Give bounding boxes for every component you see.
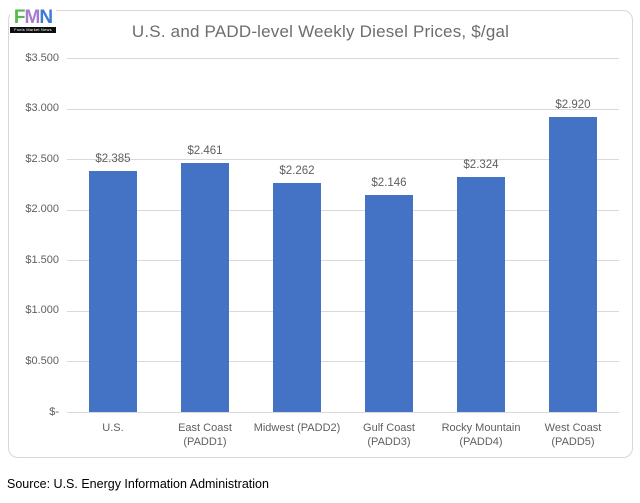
y-axis-tick-label: $- <box>49 405 59 418</box>
y-axis-tick-label: $1.000 <box>25 304 59 317</box>
bar-value-label: $2.324 <box>463 158 499 171</box>
y-axis-tick-label: $2.500 <box>25 152 59 165</box>
y-axis-tick-label: $3.000 <box>25 102 59 115</box>
x-axis-category-label: Rocky Mountain (PADD4) <box>441 422 521 448</box>
gridline <box>67 108 619 110</box>
x-axis-category-label: Midwest (PADD2) <box>253 422 341 434</box>
x-axis-category-label: East Coast (PADD1) <box>178 422 232 448</box>
gridline <box>67 412 619 413</box>
bar-value-label: $2.262 <box>279 165 315 178</box>
gridline <box>67 361 619 363</box>
logo-letter-m: M <box>24 7 41 28</box>
gridline <box>67 260 619 262</box>
gridline <box>67 310 619 312</box>
bar-3 <box>273 183 321 412</box>
bar-value-label: $2.920 <box>555 98 591 111</box>
bar-value-label: $2.461 <box>187 145 223 158</box>
bar-4 <box>365 194 413 412</box>
x-axis-category-label: Gulf Coast (PADD3) <box>363 422 415 448</box>
logo-letter-n: N <box>39 7 53 28</box>
y-axis-tick-label: $3.500 <box>25 51 59 64</box>
chart-frame: U.S. and PADD-level Weekly Diesel Prices… <box>8 10 633 458</box>
bar-1 <box>89 170 137 412</box>
gridline <box>67 209 619 211</box>
bar-value-label: $2.146 <box>371 176 407 189</box>
plot-area: $2.385 U.S. $2.461 East Coast (PADD1) $2.262 M… <box>67 58 619 448</box>
logo-letter-f: F <box>13 7 26 28</box>
x-axis-category-label: West Coast (PADD5) <box>544 422 602 448</box>
logo-tagline: Fuels Market News <box>10 27 56 33</box>
fmn-logo-letters: F M N <box>10 8 56 27</box>
x-axis-category-label: U.S. <box>102 422 124 434</box>
bar-2 <box>181 163 229 412</box>
y-axis-tick-label: $2.000 <box>25 203 59 216</box>
y-axis-tick-label: $1.500 <box>25 253 59 266</box>
bar-value-label: $2.385 <box>95 152 131 165</box>
source-attribution: Source: U.S. Energy Information Administ… <box>7 477 269 491</box>
chart-title: U.S. and PADD-level Weekly Diesel Prices… <box>131 22 510 41</box>
gridline <box>67 159 619 161</box>
fmn-logo: F M N Fuels Market News <box>10 8 56 33</box>
bar-6 <box>549 116 597 412</box>
y-axis-tick-label: $0.500 <box>25 354 59 367</box>
bar-5 <box>457 176 505 412</box>
gridline <box>67 58 619 59</box>
